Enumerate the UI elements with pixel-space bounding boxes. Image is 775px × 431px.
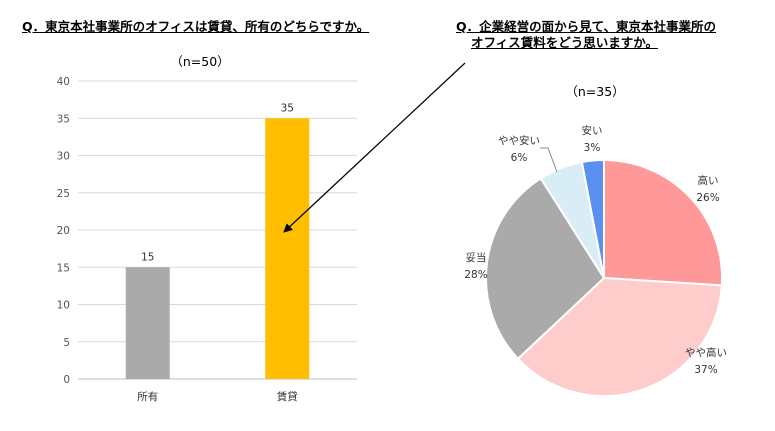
bar	[125, 267, 170, 379]
pie-chart-title: （n=35）	[565, 84, 624, 99]
callout-arrow	[283, 62, 466, 233]
bar	[265, 118, 310, 379]
pie-leader-line	[540, 147, 558, 173]
bar-data-label: 35	[281, 102, 294, 114]
pie-slice-percent: 37%	[694, 364, 717, 376]
y-tick-label: 20	[57, 225, 70, 237]
pie-slice-label: やや安い	[498, 134, 540, 147]
y-tick-label: 25	[57, 188, 70, 200]
pie-slice-percent: 28%	[464, 269, 487, 281]
bar-chart-title: （n=50）	[170, 54, 229, 69]
y-tick-label: 10	[57, 300, 70, 312]
right-question-title-line1: Q．企業経営の面から見て、東京本社事業所の	[456, 19, 717, 34]
y-tick-label: 40	[57, 76, 70, 88]
pie-slice-percent: 3%	[584, 142, 601, 154]
y-tick-label: 30	[57, 151, 70, 163]
x-category-label: 賃貸	[277, 390, 298, 403]
pie-slice	[603, 158, 723, 287]
x-category-label: 所有	[137, 390, 158, 403]
pie-chart: （n=35） 高い 26% やや高い 37% 妥当 28% やや安い 6% 安い 3%	[464, 84, 727, 398]
left-question-title: Q．東京本社事業所のオフィスは賃貸、所有のどちらですか。	[22, 19, 370, 34]
pie-slice-label: 妥当	[466, 251, 487, 264]
y-tick-label: 15	[57, 262, 70, 274]
y-tick-label: 5	[63, 337, 70, 349]
bar-data-label: 15	[141, 251, 154, 263]
y-tick-label: 35	[57, 113, 70, 125]
right-question-title-line2: オフィス賃料をどう思いますか。	[471, 35, 659, 50]
pie-slice	[516, 276, 723, 398]
pie-slice-percent: 6%	[511, 152, 528, 164]
pie-slice	[485, 176, 606, 361]
pie-slice-label: 安い	[582, 124, 603, 137]
y-tick-label: 0	[63, 374, 70, 386]
pie-slice-label: 高い	[698, 174, 719, 187]
pie-slice-label: やや高い	[685, 346, 727, 359]
bar-chart: （n=50） 0 5 10 15 20 25 30 35 40 15 所有 35 賃貸	[57, 54, 357, 403]
pie-slice	[580, 158, 605, 279]
pie-slice-percent: 26%	[696, 192, 719, 204]
